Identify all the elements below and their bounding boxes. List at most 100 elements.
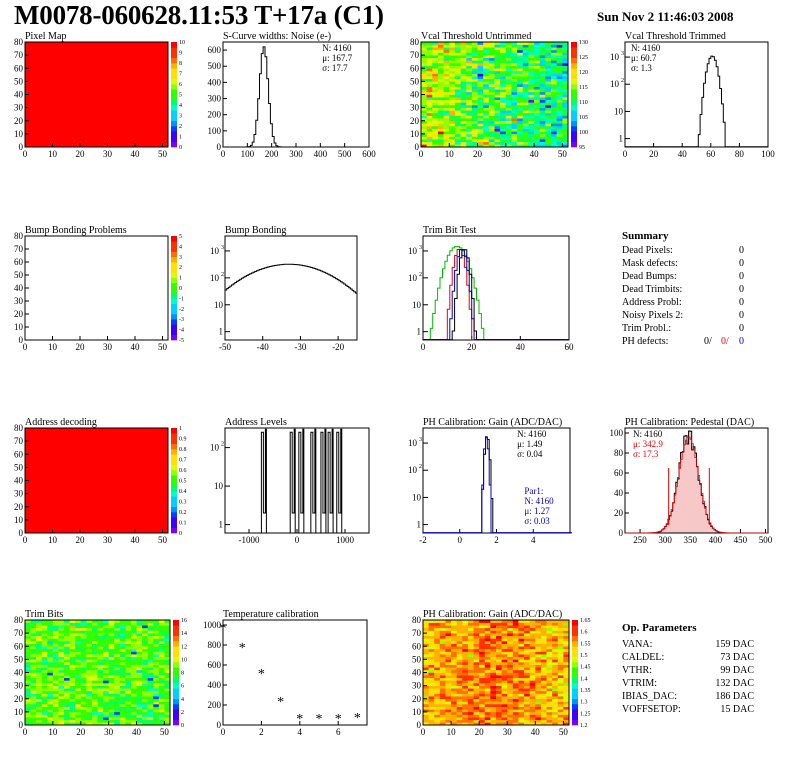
heatmap-cell: [25, 625, 31, 629]
heatmap-cell: [483, 131, 490, 135]
heatmap-cell: [467, 646, 474, 650]
heatmap-cell: [47, 662, 54, 665]
heatmap-cell: [454, 68, 461, 72]
heatmap-cell: [507, 656, 514, 660]
heatmap-cell: [125, 627, 132, 631]
heatmap-cell: [471, 112, 478, 116]
heatmap-cell: [512, 648, 519, 652]
heatmap-cell: [164, 664, 171, 668]
heatmap-cell: [91, 685, 98, 689]
heatmap-cell: [451, 651, 457, 655]
heatmap-cell: [517, 57, 524, 61]
plot-frame: [422, 235, 570, 341]
x-tick-label: 10: [48, 342, 58, 352]
heatmap-cell: [25, 656, 31, 660]
stat-mean: μ: 1.49: [517, 439, 543, 449]
heatmap-cell: [75, 701, 82, 705]
heatmap-cell: [80, 704, 87, 707]
heatmap-cell: [454, 131, 461, 135]
heatmap-cell: [103, 669, 109, 673]
heatmap-cell: [471, 118, 478, 122]
heatmap-cell: [25, 622, 31, 626]
heatmap-cell: [563, 646, 570, 650]
heatmap-cell: [479, 704, 486, 707]
heatmap-cell: [556, 107, 563, 111]
heatmap-cell: [518, 638, 525, 642]
heatmap-cell: [488, 115, 495, 119]
heatmap-cell: [522, 123, 529, 127]
heatmap-cell: [507, 651, 514, 655]
heatmap-cell: [47, 690, 54, 694]
heatmap-cell: [423, 675, 429, 679]
heatmap-cell: [551, 107, 557, 111]
heatmap-cell: [136, 717, 143, 721]
heatmap-cell: [545, 52, 552, 56]
heatmap-cell: [108, 627, 115, 631]
heatmap-cell: [432, 68, 439, 72]
heatmap-cell: [58, 706, 65, 710]
x-tick-label: 0: [23, 342, 28, 352]
color-bar-label: 0.7: [179, 458, 187, 464]
heatmap-cell: [439, 709, 446, 713]
heatmap-cell: [518, 648, 525, 652]
color-bar-segment: [171, 527, 177, 534]
heatmap-cell: [535, 662, 542, 665]
heatmap-cell: [473, 719, 480, 723]
heatmap-cell: [511, 86, 518, 90]
heatmap-cell: [449, 42, 456, 45]
heatmap-cell: [511, 89, 518, 93]
heatmap-cell: [86, 688, 93, 692]
color-bar-label: 0.2: [179, 510, 187, 516]
heatmap-cell: [119, 620, 126, 623]
heatmap-cell: [462, 641, 469, 644]
heatmap-cell: [477, 60, 484, 64]
heatmap-cell: [496, 698, 502, 702]
heatmap-cell: [467, 662, 474, 665]
heatmap-cell: [456, 622, 463, 626]
heatmap-cell: [432, 65, 439, 69]
heatmap-cell: [119, 638, 126, 642]
heatmap-cell: [479, 680, 486, 684]
heatmap-cell: [460, 57, 467, 61]
heatmap-cell: [552, 714, 559, 718]
heatmap-cell: [556, 63, 563, 66]
heatmap-cell: [462, 693, 469, 697]
heatmap-cell: [505, 136, 512, 140]
heatmap-cell: [75, 662, 82, 665]
y-tick-label: 60: [14, 257, 24, 267]
heatmap-cell: [136, 701, 143, 705]
heatmap-cell: [552, 690, 559, 694]
heatmap-cell: [462, 646, 469, 650]
heatmap-cell: [500, 44, 507, 48]
heatmap-cell: [147, 672, 154, 676]
heatmap-cell: [451, 706, 457, 710]
heatmap-cell: [147, 709, 154, 713]
heatmap-cell: [130, 664, 137, 668]
heatmap-cell: [86, 690, 93, 694]
heatmap-cell: [426, 68, 433, 72]
heatmap-cell: [462, 656, 469, 660]
heatmap-cell: [64, 669, 70, 673]
heatmap-cell: [428, 677, 435, 681]
x-tick-label: 0: [458, 535, 463, 545]
heatmap-cell: [86, 683, 93, 686]
color-bar-segment: [171, 89, 177, 95]
heatmap-cell: [103, 651, 109, 655]
heatmap-cell: [64, 638, 70, 642]
heatmap-cell: [443, 44, 450, 48]
color-bar-segment: [171, 236, 177, 242]
heatmap-cell: [52, 680, 59, 684]
heatmap-cell: [421, 78, 427, 82]
heatmap-cell: [423, 635, 429, 639]
heatmap-cell: [488, 89, 495, 93]
heatmap-cell: [505, 115, 512, 119]
heatmap-cell: [511, 112, 518, 116]
heatmap-cell: [75, 641, 82, 644]
heatmap-cell: [473, 688, 480, 692]
heatmap-cell: [490, 651, 497, 655]
heatmap-cell: [552, 669, 559, 673]
heatmap-cell: [483, 84, 490, 87]
heatmap-cell: [488, 105, 495, 108]
color-bar-segment: [572, 625, 578, 631]
